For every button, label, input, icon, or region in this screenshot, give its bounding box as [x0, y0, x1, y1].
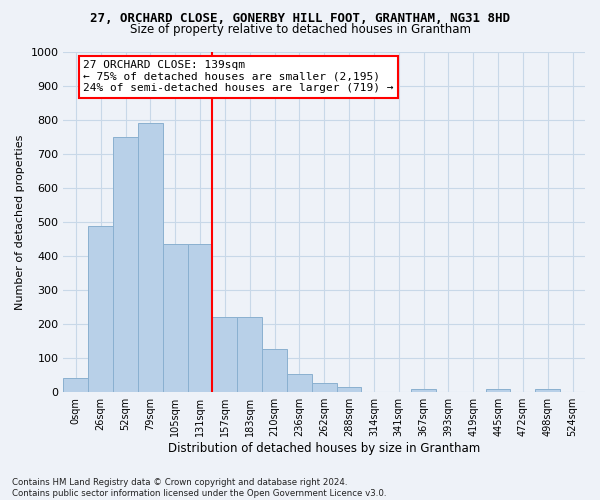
Bar: [212, 318, 237, 392]
Text: Contains HM Land Registry data © Crown copyright and database right 2024.
Contai: Contains HM Land Registry data © Crown c…: [12, 478, 386, 498]
Bar: [237, 318, 262, 392]
Bar: [485, 390, 511, 392]
Text: 27, ORCHARD CLOSE, GONERBY HILL FOOT, GRANTHAM, NG31 8HD: 27, ORCHARD CLOSE, GONERBY HILL FOOT, GR…: [90, 12, 510, 26]
Y-axis label: Number of detached properties: Number of detached properties: [15, 134, 25, 310]
Bar: [88, 226, 113, 392]
Text: Size of property relative to detached houses in Grantham: Size of property relative to detached ho…: [130, 22, 470, 36]
Bar: [262, 348, 287, 392]
Bar: [535, 390, 560, 392]
Bar: [312, 383, 337, 392]
Bar: [163, 244, 188, 392]
Text: 27 ORCHARD CLOSE: 139sqm
← 75% of detached houses are smaller (2,195)
24% of sem: 27 ORCHARD CLOSE: 139sqm ← 75% of detach…: [83, 60, 394, 93]
Bar: [138, 123, 163, 392]
X-axis label: Distribution of detached houses by size in Grantham: Distribution of detached houses by size …: [168, 442, 481, 455]
Bar: [411, 390, 436, 392]
Bar: [337, 388, 361, 392]
Bar: [287, 374, 312, 392]
Bar: [64, 378, 88, 392]
Bar: [188, 244, 212, 392]
Bar: [113, 138, 138, 392]
